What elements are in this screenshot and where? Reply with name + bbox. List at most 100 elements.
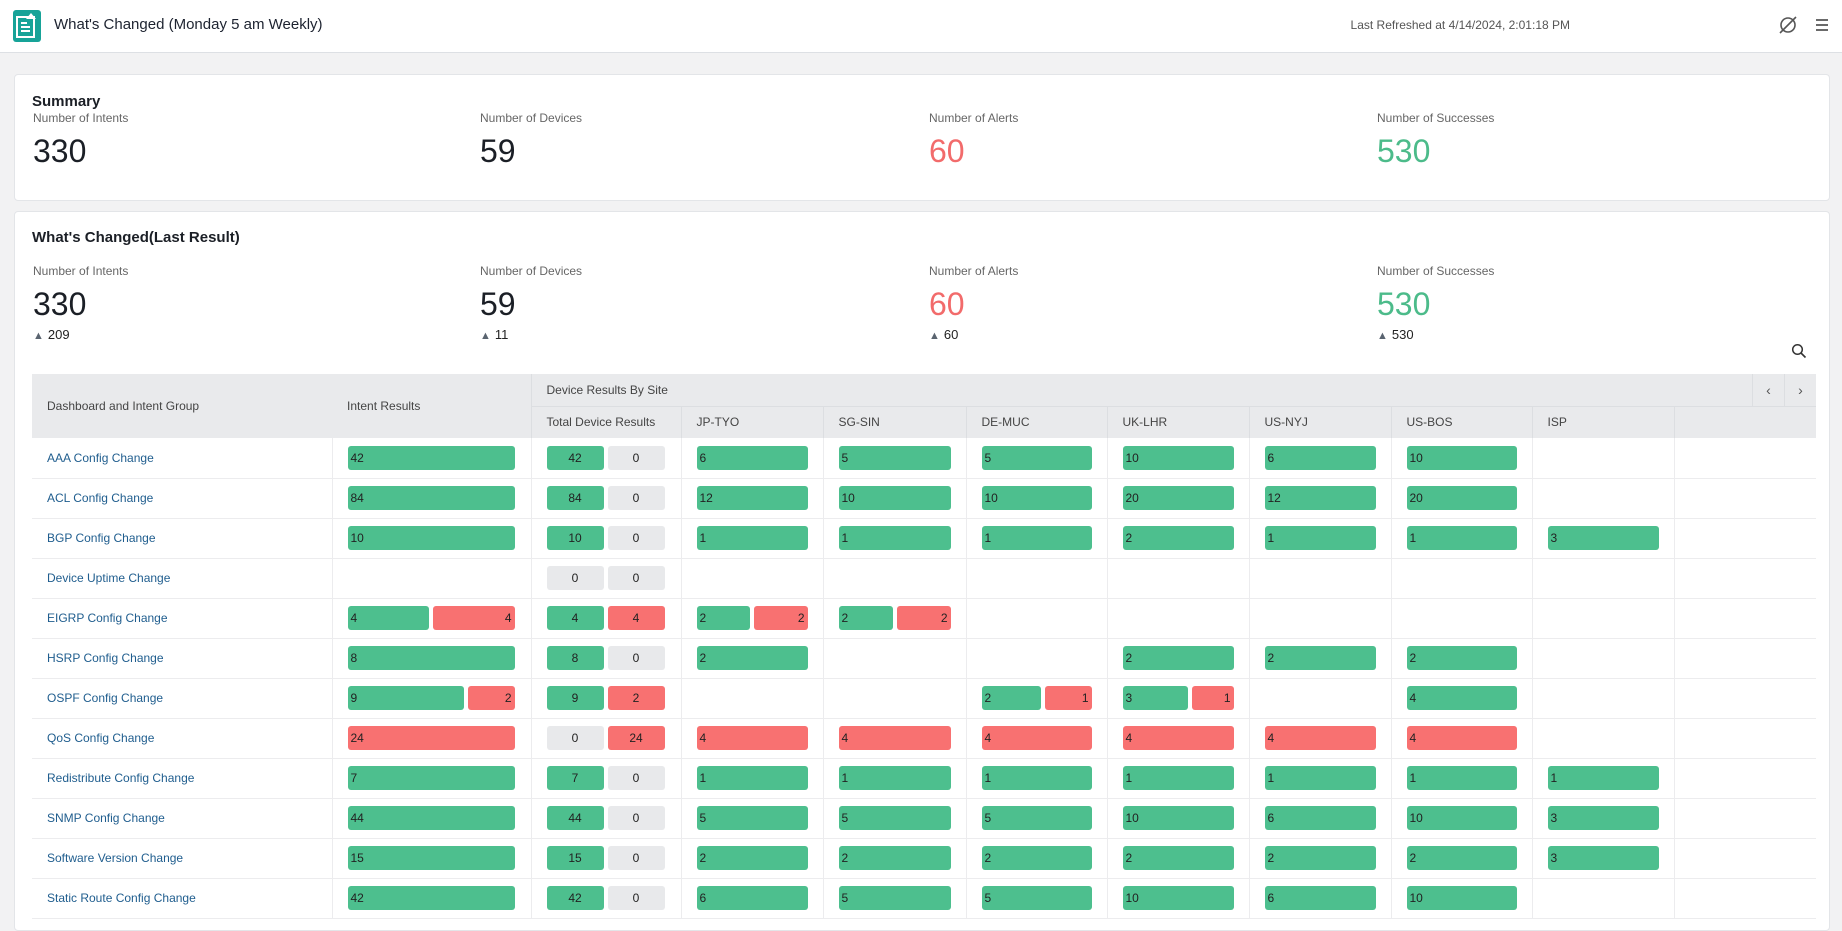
result-bar[interactable]: 4 bbox=[981, 726, 1092, 750]
success-segment[interactable]: 2 bbox=[1406, 846, 1517, 870]
success-segment[interactable]: 2 bbox=[838, 606, 893, 630]
success-count[interactable]: 7 bbox=[546, 766, 604, 790]
success-count[interactable]: 15 bbox=[546, 846, 604, 870]
success-segment[interactable]: 12 bbox=[696, 486, 808, 510]
alert-count[interactable]: 0 bbox=[607, 566, 665, 590]
success-segment[interactable]: 10 bbox=[981, 486, 1092, 510]
result-bar[interactable] bbox=[1407, 566, 1517, 590]
success-segment[interactable]: 6 bbox=[1264, 445, 1376, 470]
success-segment[interactable]: 3 bbox=[1547, 526, 1659, 550]
column-header-site[interactable]: JP-TYO bbox=[680, 406, 823, 438]
result-bar[interactable]: 1 bbox=[1122, 766, 1234, 790]
alert-segment[interactable]: 4 bbox=[1122, 726, 1234, 750]
result-bar[interactable] bbox=[839, 686, 951, 710]
result-bar[interactable] bbox=[982, 606, 1092, 630]
alert-segment[interactable]: 1 bbox=[1191, 686, 1234, 710]
alert-segment[interactable]: 1 bbox=[1045, 686, 1092, 710]
success-segment[interactable]: 5 bbox=[981, 886, 1092, 910]
column-header-total-device-results[interactable]: Total Device Results bbox=[530, 406, 681, 438]
success-segment[interactable]: 42 bbox=[347, 886, 515, 910]
alert-count[interactable]: 0 bbox=[607, 846, 665, 870]
result-bar[interactable] bbox=[1548, 886, 1659, 910]
result-bar[interactable]: 12 bbox=[1264, 486, 1376, 510]
search-icon[interactable] bbox=[1791, 343, 1807, 364]
result-bar[interactable]: 2 bbox=[1122, 846, 1234, 870]
alert-segment[interactable]: 24 bbox=[347, 726, 515, 750]
result-bar[interactable]: 3 bbox=[1547, 806, 1659, 830]
result-bar[interactable]: 5 bbox=[981, 445, 1092, 470]
result-bar[interactable]: 10 bbox=[1122, 886, 1234, 910]
success-segment[interactable]: 12 bbox=[1264, 486, 1376, 510]
success-segment[interactable]: 3 bbox=[1547, 846, 1659, 870]
column-header-site[interactable]: DE-MUC bbox=[965, 406, 1107, 438]
result-bar[interactable] bbox=[697, 686, 808, 710]
result-bar[interactable]: 20 bbox=[1122, 486, 1234, 510]
result-bar[interactable]: 5 bbox=[838, 445, 951, 470]
result-bar[interactable] bbox=[1548, 686, 1659, 710]
result-bar[interactable]: 1 bbox=[981, 526, 1092, 550]
result-bar[interactable]: 10 bbox=[347, 526, 515, 550]
result-bar[interactable]: 10 bbox=[1122, 806, 1234, 830]
success-segment[interactable]: 1 bbox=[696, 766, 808, 790]
success-segment[interactable]: 1 bbox=[696, 526, 808, 550]
scrollbar[interactable] bbox=[1832, 53, 1842, 909]
success-count[interactable]: 8 bbox=[546, 646, 604, 670]
success-segment[interactable]: 1 bbox=[838, 526, 951, 550]
success-segment[interactable]: 4 bbox=[1406, 686, 1517, 710]
success-count[interactable]: 10 bbox=[546, 526, 604, 550]
success-segment[interactable]: 9 bbox=[347, 686, 465, 710]
alert-count[interactable]: 4 bbox=[607, 606, 665, 630]
intent-group-link[interactable]: HSRP Config Change bbox=[32, 638, 332, 679]
success-segment[interactable]: 10 bbox=[1406, 806, 1517, 830]
intent-group-link[interactable]: Device Uptime Change bbox=[32, 558, 332, 599]
alert-segment[interactable]: 2 bbox=[754, 606, 808, 630]
alert-count[interactable]: 0 bbox=[607, 766, 665, 790]
result-bar[interactable]: 5 bbox=[981, 806, 1092, 830]
result-bar[interactable]: 6 bbox=[696, 445, 808, 470]
intent-group-link[interactable]: EIGRP Config Change bbox=[32, 598, 332, 639]
alert-count[interactable]: 0 bbox=[607, 806, 665, 830]
success-segment[interactable]: 2 bbox=[981, 846, 1092, 870]
success-segment[interactable]: 2 bbox=[696, 646, 808, 670]
result-bar[interactable] bbox=[1265, 566, 1376, 590]
result-bar[interactable]: 10 bbox=[1406, 445, 1517, 470]
result-bar[interactable] bbox=[1548, 606, 1659, 630]
success-count[interactable]: 0 bbox=[546, 726, 604, 750]
result-bar[interactable]: 6 bbox=[1264, 806, 1376, 830]
alert-segment[interactable]: 2 bbox=[468, 686, 515, 710]
result-bar[interactable]: 44 bbox=[347, 806, 515, 830]
success-count[interactable]: 42 bbox=[546, 886, 604, 910]
success-count[interactable]: 84 bbox=[546, 486, 604, 510]
result-bar[interactable] bbox=[1548, 486, 1659, 510]
result-bar[interactable] bbox=[839, 566, 951, 590]
result-bar[interactable]: 84 bbox=[347, 486, 515, 510]
success-segment[interactable]: 8 bbox=[347, 646, 515, 670]
result-bar[interactable]: 42 bbox=[347, 445, 515, 470]
success-segment[interactable]: 1 bbox=[1122, 766, 1234, 790]
disable-schedule-icon[interactable] bbox=[1777, 14, 1799, 36]
success-segment[interactable]: 5 bbox=[838, 886, 951, 910]
success-segment[interactable]: 1 bbox=[1264, 766, 1376, 790]
result-bar[interactable]: 1 bbox=[838, 766, 951, 790]
result-bar[interactable]: 1 bbox=[696, 526, 808, 550]
intent-group-link[interactable]: OSPF Config Change bbox=[32, 678, 332, 719]
result-bar[interactable]: 12 bbox=[696, 486, 808, 510]
intent-group-link[interactable]: QoS Config Change bbox=[32, 718, 332, 759]
success-segment[interactable]: 1 bbox=[1547, 766, 1659, 790]
success-segment[interactable]: 2 bbox=[1122, 526, 1234, 550]
success-segment[interactable]: 6 bbox=[696, 445, 808, 470]
result-bar[interactable]: 5 bbox=[696, 806, 808, 830]
result-bar[interactable] bbox=[1265, 686, 1376, 710]
success-segment[interactable]: 2 bbox=[1406, 646, 1517, 670]
intent-group-link[interactable]: Software Version Change bbox=[32, 838, 332, 879]
result-bar[interactable]: 8 bbox=[347, 646, 515, 670]
success-count[interactable]: 9 bbox=[546, 686, 604, 710]
result-bar[interactable]: 1 bbox=[1547, 766, 1659, 790]
success-segment[interactable]: 5 bbox=[981, 445, 1092, 470]
result-bar[interactable]: 2 bbox=[696, 646, 808, 670]
success-segment[interactable]: 7 bbox=[347, 766, 515, 790]
success-segment[interactable]: 10 bbox=[838, 486, 951, 510]
